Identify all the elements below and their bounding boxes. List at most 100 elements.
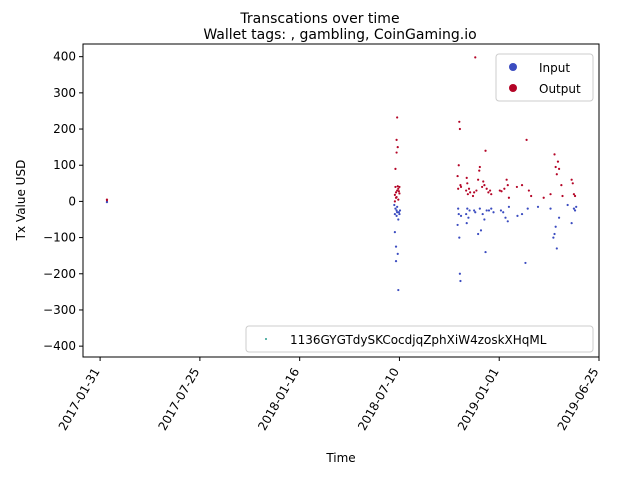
input-point (554, 225, 557, 228)
input-point (468, 209, 471, 212)
input-point (516, 214, 519, 217)
y-tick-label: 0 (68, 194, 76, 208)
output-point (395, 195, 398, 199)
input-point (397, 211, 400, 214)
x-tick-label: 2018-07-10 (355, 366, 402, 433)
output-point (395, 151, 398, 154)
input-point (398, 212, 401, 216)
output-point (458, 120, 461, 123)
output-point (465, 189, 468, 192)
output-point (473, 191, 476, 194)
input-point (459, 214, 463, 217)
output-point (515, 185, 518, 189)
input-point (524, 261, 527, 265)
x-tick-label: 2019-01-01 (455, 366, 502, 433)
output-point (394, 191, 398, 194)
output-point (525, 138, 528, 141)
input-point (398, 209, 402, 212)
output-point (506, 184, 509, 187)
input-point (457, 212, 460, 216)
input-point (549, 207, 552, 210)
input-point (502, 211, 505, 214)
output-point (561, 194, 564, 198)
data-points (105, 56, 578, 292)
input-point (466, 207, 469, 210)
output-point (530, 194, 533, 198)
input-point (557, 216, 561, 219)
output-point (527, 189, 530, 192)
output-point (477, 178, 480, 181)
input-point (465, 222, 468, 225)
output-point (467, 187, 471, 190)
input-point (487, 209, 491, 212)
output-point (457, 164, 460, 167)
input-point (477, 232, 480, 236)
input-point (456, 223, 459, 227)
input-point (396, 205, 399, 208)
output-point (560, 184, 563, 187)
output-point (553, 153, 556, 156)
output-point (398, 185, 401, 189)
output-point (483, 184, 486, 187)
output-point (498, 189, 501, 192)
input-point (485, 209, 488, 212)
output-point (572, 193, 576, 196)
input-point (526, 207, 529, 210)
output-point (570, 178, 573, 181)
output-point (490, 193, 493, 196)
input-point (573, 209, 577, 212)
chart-title: Transcations over time (239, 11, 399, 27)
input-point (575, 205, 578, 208)
x-tick-label: 2017-01-31 (56, 366, 103, 433)
input-point (555, 247, 558, 250)
input-point (397, 218, 400, 221)
output-point (394, 167, 397, 170)
output-point (469, 191, 472, 194)
input-point (396, 252, 399, 255)
output-point (397, 198, 400, 201)
legend-address: 1136GYGTdySKCocdjqZphXiW4zoskXHqML (245, 325, 594, 353)
output-point (542, 196, 545, 199)
x-tick-label: 2018-01-16 (255, 366, 302, 433)
input-point (458, 272, 461, 275)
input-point (396, 211, 399, 214)
input-point (492, 211, 495, 214)
output-point (397, 187, 400, 190)
input-point (553, 232, 556, 236)
output-point (505, 178, 508, 181)
input-point (394, 245, 398, 248)
input-point (572, 207, 576, 210)
x-axis-label: Time (325, 451, 355, 465)
output-point (500, 190, 503, 193)
input-point (478, 207, 481, 210)
input-point (394, 260, 398, 263)
output-point (520, 184, 524, 187)
output-point (555, 173, 558, 176)
y-axis: −400 −300 −200 −100 0 100 200 300 400 (43, 50, 83, 353)
output-point (396, 189, 399, 192)
output-point (485, 187, 488, 190)
output-point (475, 189, 478, 192)
output-point (478, 169, 481, 172)
output-point (571, 182, 574, 185)
output-point (554, 165, 557, 169)
output-point (503, 187, 506, 190)
input-point (506, 220, 509, 223)
output-point (457, 187, 460, 190)
output-point (507, 196, 511, 199)
input-point (566, 203, 569, 207)
input-point (552, 236, 555, 239)
input-point (467, 216, 470, 219)
legend-address-marker (265, 338, 267, 340)
x-tick-label: 2019-06-25 (555, 366, 602, 433)
input-point (499, 209, 503, 212)
x-tick-label: 2017-07-25 (155, 366, 202, 433)
input-point (484, 250, 487, 254)
y-tick-label: −200 (43, 267, 76, 281)
output-point (488, 189, 492, 192)
output-point (487, 191, 490, 194)
y-tick-label: 300 (53, 86, 76, 100)
output-point (471, 194, 475, 198)
input-point (520, 212, 524, 216)
input-point (105, 201, 109, 204)
